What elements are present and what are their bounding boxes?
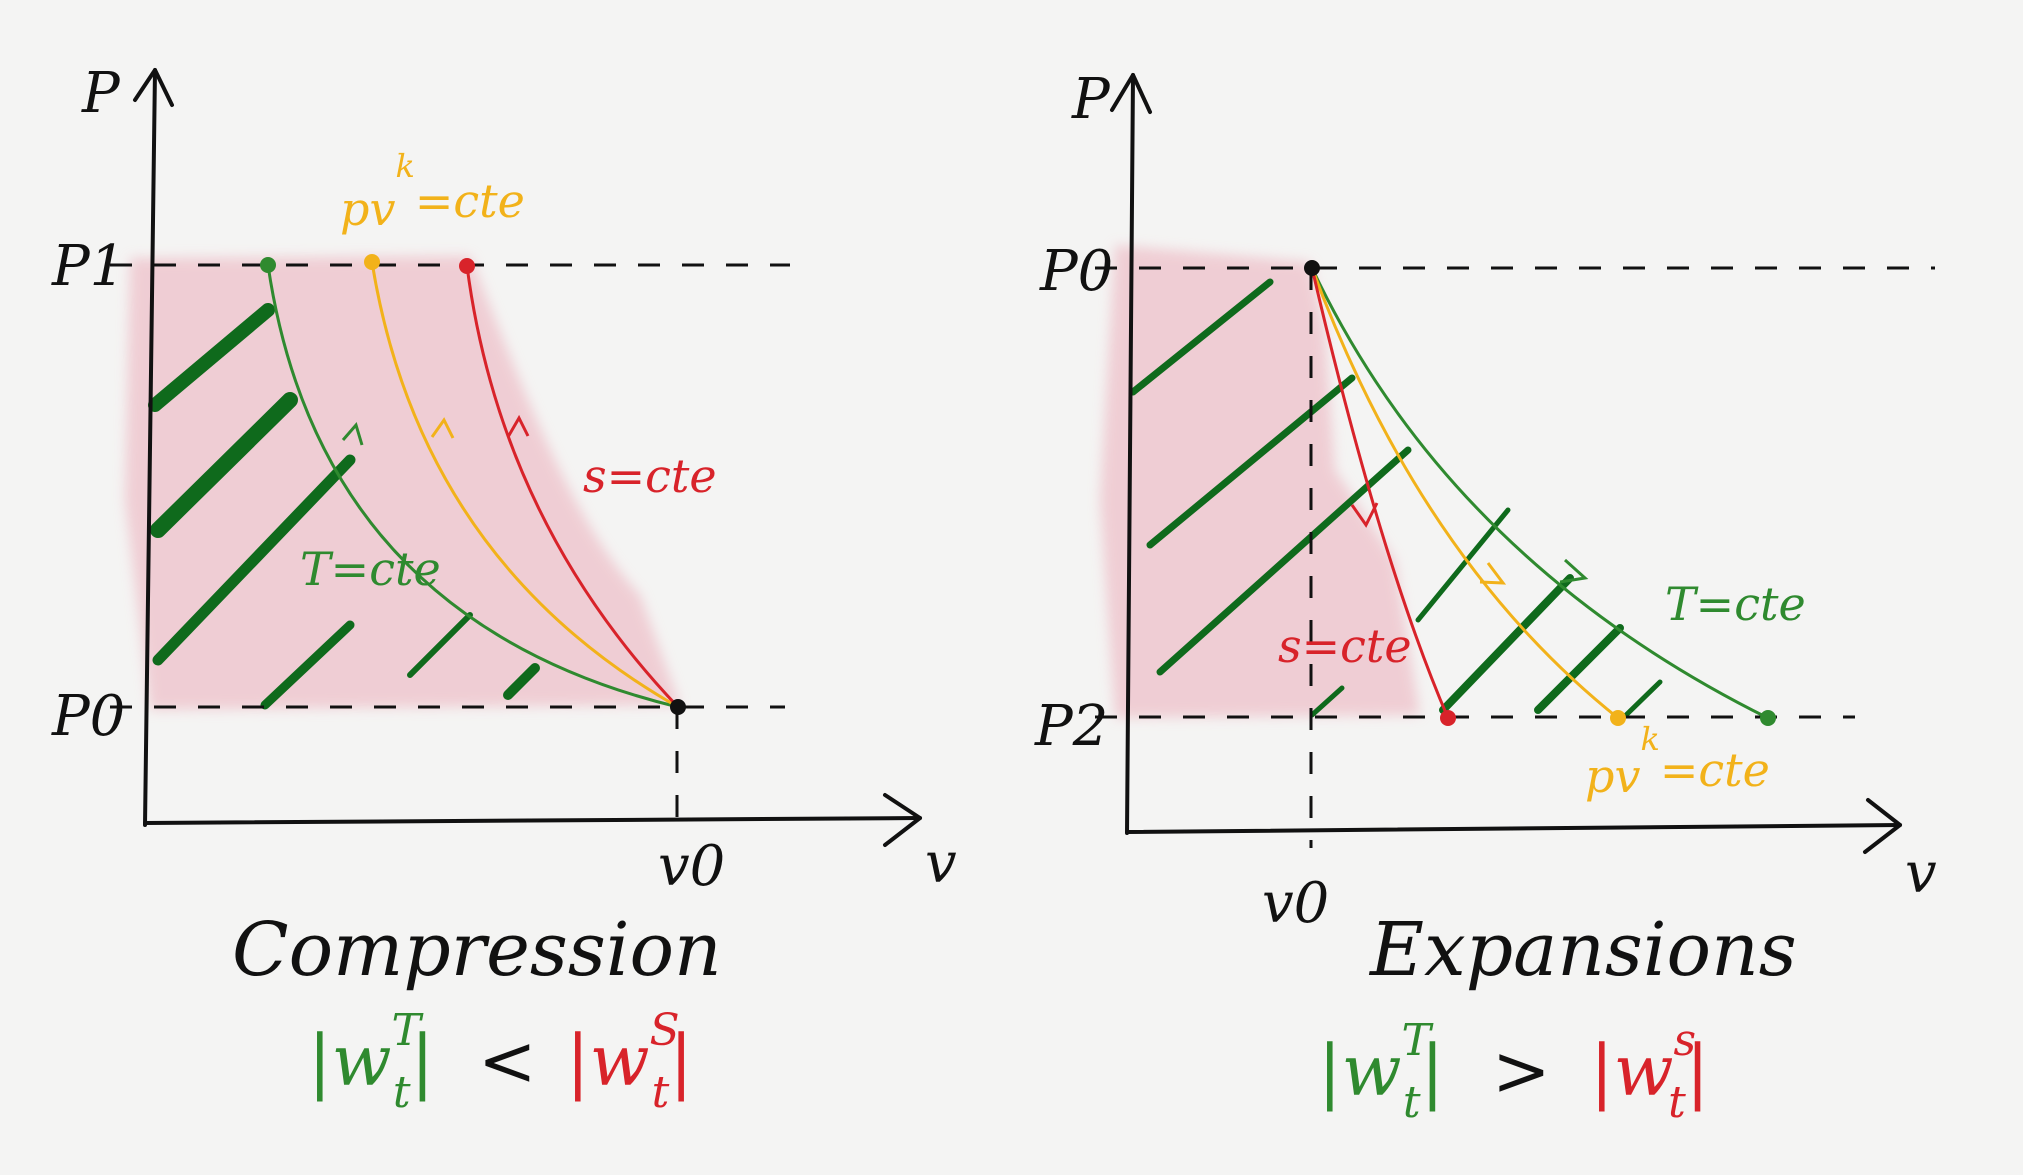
compression-title: Compression bbox=[232, 907, 722, 993]
svg-text:|wst|: |ws t| bbox=[1590, 1015, 1709, 1128]
svg-text:|wTt|: |wT t| bbox=[1318, 1015, 1444, 1128]
compression-isentropic-end bbox=[459, 258, 475, 274]
compression-p-axis bbox=[143, 68, 157, 827]
expansion-isentropic-curve bbox=[1310, 267, 1450, 719]
compression-hatching bbox=[148, 303, 540, 710]
compression-v0-label: v0 bbox=[658, 834, 725, 899]
compression-polytropic-label: pvk=cte bbox=[340, 147, 525, 236]
expansion-start-point bbox=[1304, 260, 1320, 276]
compression-isentropic-curve bbox=[465, 265, 680, 709]
compression-diagram: P v P1 P0 v0 pvk=cte s=cte T=cte Compres… bbox=[51, 61, 957, 1118]
compression-p-axis-label: P bbox=[81, 61, 121, 126]
compression-p1-label: P1 bbox=[51, 234, 125, 299]
compression-isentropic-label: s=cte bbox=[583, 449, 717, 503]
expansion-p-axis-label: P bbox=[1071, 67, 1111, 132]
expansion-isentropic-end bbox=[1440, 710, 1456, 726]
expansion-p0-label: P0 bbox=[1039, 239, 1113, 304]
compression-polytropic-arrow bbox=[430, 417, 455, 439]
compression-p0-label: P0 bbox=[51, 684, 125, 749]
compression-polytropic-end bbox=[364, 254, 380, 270]
compression-polytropic-curve bbox=[370, 261, 679, 709]
compression-work-area bbox=[125, 256, 680, 710]
compression-p-axis-arrow bbox=[133, 68, 174, 107]
expansion-polytropic-curve bbox=[1310, 267, 1619, 720]
compression-v-axis-arrow bbox=[883, 793, 922, 847]
expansion-diagram: P v P0 P2 v0 T=cte s=cte pvk=cte Expansi… bbox=[1034, 67, 1937, 1128]
compression-isentropic-arrow bbox=[506, 414, 530, 438]
expansion-work-area bbox=[1100, 245, 1420, 718]
expansion-p2-label: P2 bbox=[1034, 694, 1108, 759]
svg-text:<: < bbox=[478, 1020, 537, 1102]
svg-text:|wTt|: |wT t| bbox=[308, 1005, 434, 1118]
compression-start-point bbox=[670, 699, 686, 715]
svg-text:>: > bbox=[1492, 1030, 1551, 1112]
expansion-v-axis-arrow bbox=[1863, 798, 1902, 854]
compression-isothermal-arrow bbox=[341, 421, 364, 446]
compression-isothermal-label: T=cte bbox=[300, 542, 441, 596]
compression-isothermal-end bbox=[260, 257, 276, 273]
expansion-v-axis-label: v bbox=[1905, 841, 1937, 906]
expansion-isothermal-curve bbox=[1310, 267, 1769, 720]
compression-v-axis bbox=[143, 816, 922, 825]
expansion-polytropic-arrow bbox=[1479, 562, 1507, 585]
expansion-p-axis-arrow bbox=[1110, 73, 1152, 114]
compression-v-axis-label: v bbox=[925, 831, 957, 896]
compression-isothermal-curve bbox=[266, 264, 679, 709]
expansion-p-axis bbox=[1125, 73, 1135, 835]
compression-work-formula: |wT t| < |wS t| bbox=[308, 1005, 693, 1118]
expansion-v-axis bbox=[1125, 823, 1902, 834]
expansion-polytropic-end bbox=[1610, 710, 1626, 726]
expansion-isentropic-arrow bbox=[1350, 502, 1379, 528]
expansion-hatching bbox=[1129, 278, 1663, 721]
expansion-isothermal-label: T=cte bbox=[1665, 577, 1806, 631]
expansion-polytropic-label: pvk=cte bbox=[1585, 720, 1770, 803]
expansion-isentropic-label: s=cte bbox=[1278, 619, 1412, 673]
expansion-isothermal-arrow bbox=[1559, 558, 1589, 584]
expansion-isothermal-end bbox=[1760, 710, 1776, 726]
expansion-v0-label: v0 bbox=[1262, 871, 1329, 936]
expansion-work-formula: |wT t| > |ws t| bbox=[1318, 1015, 1709, 1128]
expansion-title: Expansions bbox=[1368, 907, 1797, 993]
svg-text:|wSt|: |wS t| bbox=[566, 1005, 693, 1118]
